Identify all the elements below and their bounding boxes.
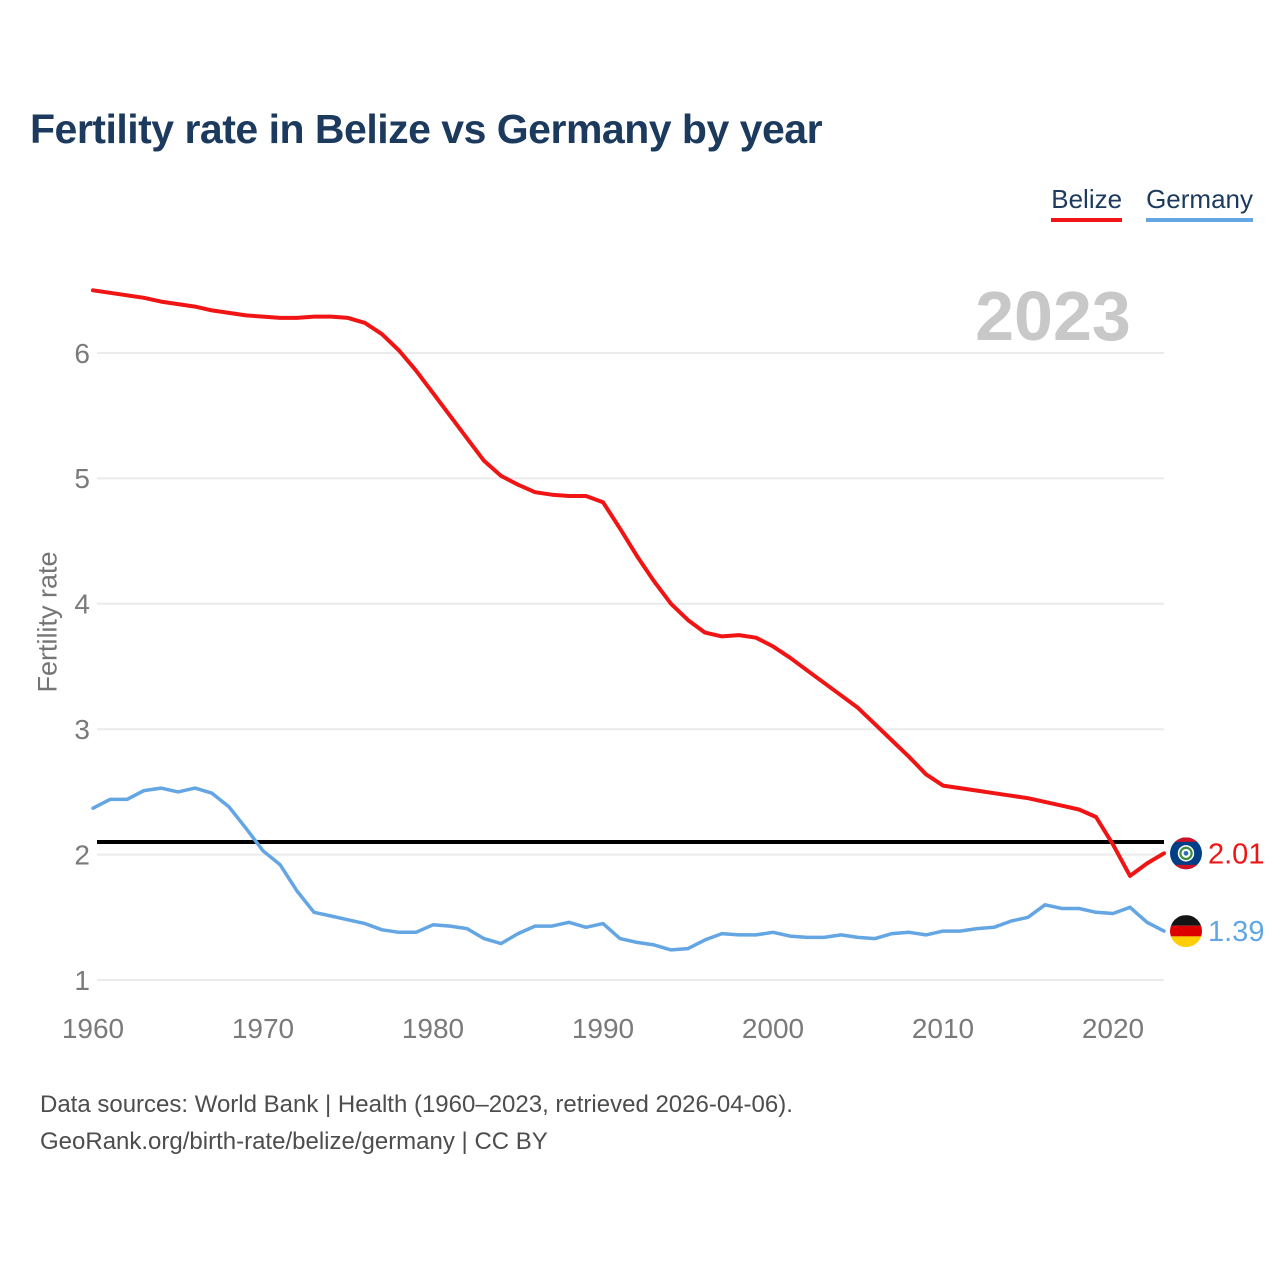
x-tick-label-2010: 2010 (912, 1013, 974, 1044)
belize-end-value-label: 2.01 (1208, 838, 1264, 870)
x-tick-label-2020: 2020 (1082, 1013, 1144, 1044)
data-source-note: Data sources: World Bank | Health (1960–… (40, 1091, 793, 1118)
watermark-year: 2023 (975, 277, 1131, 355)
germany-flag-icon (1170, 915, 1202, 948)
belize-flag-icon (1170, 837, 1202, 870)
legend-label-germany: Germany (1146, 184, 1253, 214)
x-tick-label-1970: 1970 (232, 1013, 294, 1044)
belize-series-line[interactable] (91, 288, 1166, 878)
y-tick-label-1: 1 (74, 965, 90, 996)
y-tick-label-5: 5 (74, 463, 90, 494)
attribution-note: GeoRank.org/birth-rate/belize/germany | … (40, 1128, 548, 1155)
y-tick-label-3: 3 (74, 714, 90, 745)
legend-item-belize[interactable]: Belize (1051, 184, 1123, 222)
germany-series-line[interactable] (91, 786, 1166, 952)
page-title: Fertility rate in Belize vs Germany by y… (30, 106, 823, 152)
y-tick-label-2: 2 (74, 839, 90, 870)
chart-legend: Belize Germany (1051, 184, 1253, 222)
chart-footer: Data sources: World Bank | Health (1960–… (40, 1086, 793, 1160)
legend-item-germany[interactable]: Germany (1146, 184, 1253, 222)
x-tick-label-2000: 2000 (742, 1013, 804, 1044)
x-tick-label-1960: 1960 (62, 1013, 124, 1044)
germany-end-value-label: 1.39 (1208, 916, 1264, 948)
line-chart: 2023 1 2 3 4 5 6 1960 1970 1980 1990 2000 2010 2020 2.… (62, 277, 1265, 1044)
y-tick-label-4: 4 (74, 589, 90, 620)
legend-label-belize: Belize (1051, 184, 1123, 214)
x-tick-label-1990: 1990 (572, 1013, 634, 1044)
x-tick-label-1980: 1980 (402, 1013, 464, 1044)
y-tick-label-6: 6 (74, 338, 90, 369)
